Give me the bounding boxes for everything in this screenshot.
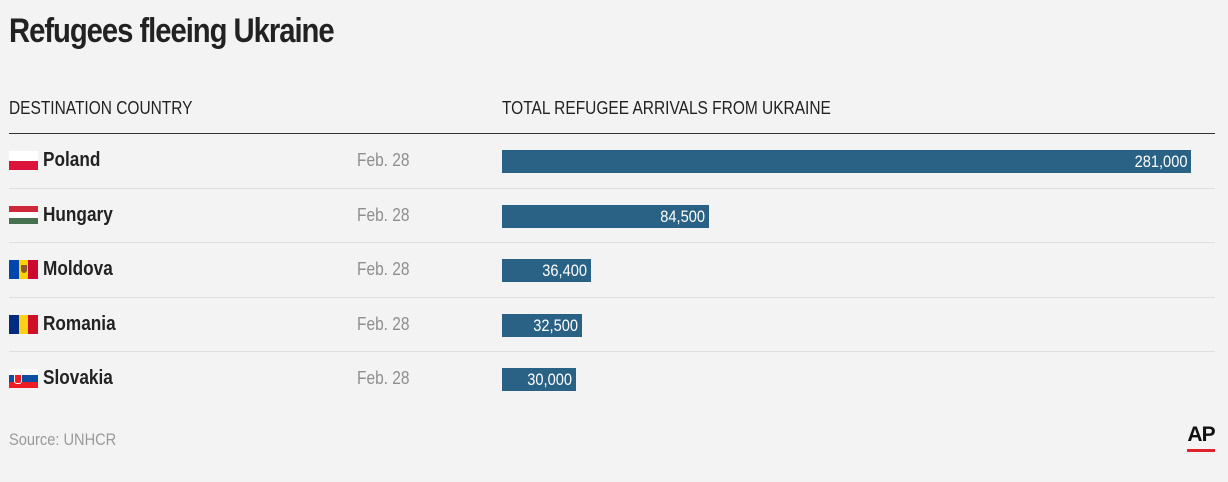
flag-icon: [9, 369, 38, 388]
flag-icon: [9, 151, 38, 170]
ap-logo-text: AP: [1187, 423, 1215, 446]
flag-icon: [9, 205, 38, 225]
flag-emblem-icon: [14, 374, 22, 384]
source-note: Source: UNHCR: [9, 430, 117, 449]
bar: 30,000: [502, 368, 576, 391]
flag-emblem-icon: [20, 265, 27, 273]
arrivals-column-header: TOTAL REFUGEE ARRIVALS FROM UKRAINE: [502, 98, 831, 118]
country-label: Romania: [43, 312, 116, 335]
chart-row: Romania Feb. 28 32,500: [0, 298, 1228, 352]
country-label: Slovakia: [43, 367, 113, 389]
row-divider: [9, 351, 1215, 352]
date-label: Feb. 28: [357, 368, 410, 388]
bar: 281,000: [502, 150, 1191, 173]
chart-row: Hungary Feb. 28 84,500: [0, 189, 1228, 243]
date-label: Feb. 28: [357, 313, 410, 334]
chart-row: Slovakia Feb. 28 30,000: [0, 352, 1228, 407]
row-divider: [9, 242, 1215, 243]
header-divider: [9, 133, 1215, 134]
date-label: Feb. 28: [357, 204, 410, 225]
country-label: Moldova: [43, 258, 113, 280]
row-divider: [9, 296, 1215, 298]
country-label: Poland: [43, 149, 101, 171]
ap-logo-underline: [1187, 449, 1215, 452]
flag-icon: [9, 314, 38, 334]
destination-column-header: DESTINATION COUNTRY: [9, 98, 193, 118]
bar-value-label: 84,500: [660, 206, 706, 226]
date-label: Feb. 28: [357, 259, 410, 279]
bar-value-label: 36,400: [542, 261, 588, 280]
bar-value-label: 281,000: [1134, 152, 1187, 171]
bar: 36,400: [502, 259, 592, 282]
flag-icon: [9, 260, 38, 279]
bar: 84,500: [502, 204, 710, 228]
chart-row: Moldova Feb. 28 36,400: [0, 243, 1228, 298]
bar-value-label: 32,500: [532, 315, 578, 335]
date-label: Feb. 28: [357, 150, 410, 170]
ap-logo: AP: [1187, 423, 1216, 452]
chart-title: Refugees fleeing Ukraine: [9, 12, 335, 50]
country-label: Hungary: [43, 203, 113, 226]
chart-row: Poland Feb. 28 281,000: [0, 134, 1228, 189]
bar-value-label: 30,000: [526, 370, 572, 389]
row-divider: [9, 187, 1215, 189]
bar: 32,500: [502, 313, 582, 337]
